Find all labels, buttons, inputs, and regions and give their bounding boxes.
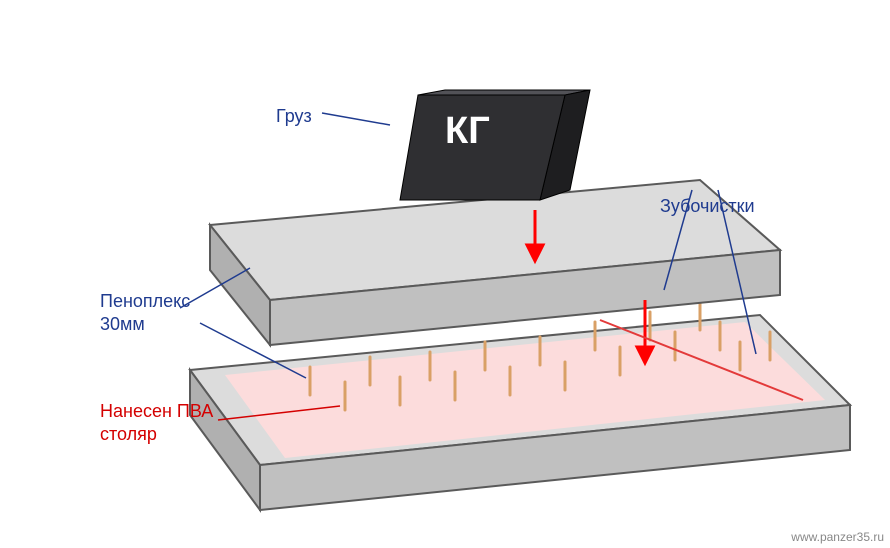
watermark: www.panzer35.ru <box>791 530 884 544</box>
weight-kg-text: КГ <box>445 110 490 153</box>
label-pva: Нанесен ПВА столяр <box>100 400 213 445</box>
label-toothpicks: Зубочистки <box>660 195 755 218</box>
label-weight: Груз <box>276 105 312 128</box>
diagram-svg <box>0 0 890 548</box>
label-penoplex: Пеноплекс 30мм <box>100 290 190 335</box>
